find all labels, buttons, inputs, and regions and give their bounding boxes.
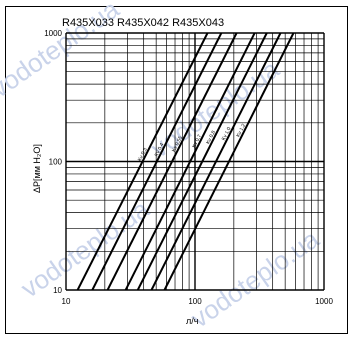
series-label: Kv 0,8 (205, 130, 217, 146)
series-line (91, 33, 223, 290)
series-line (76, 33, 209, 290)
y-tick-label: 10 (53, 286, 62, 295)
series-label: Kv 0,7 (191, 134, 203, 150)
series-line (150, 33, 282, 290)
x-axis-label: л/ч (186, 316, 199, 326)
x-tick-label: 1000 (315, 297, 333, 306)
x-tick-label: 100 (188, 297, 202, 306)
chart-title: R435X033 R435X042 R435X043 (62, 17, 224, 29)
series-line (163, 33, 295, 290)
y-tick-label: 1000 (44, 29, 62, 38)
x-tick-label: 10 (62, 297, 71, 306)
series-label: Kv 0,4 (154, 142, 166, 158)
grid (65, 32, 325, 291)
series-label: Kv 0,3 (137, 147, 149, 163)
y-tick-label: 100 (49, 158, 63, 167)
series-label: Kv 1,2 (236, 123, 248, 139)
tick-labels: 10 100 1000 10 100 1000 (44, 29, 333, 306)
chart-frame (5, 6, 348, 334)
series-line (124, 33, 256, 290)
series-label: Kv 1,0 (221, 126, 233, 142)
series-group (76, 33, 295, 290)
series-line (136, 33, 268, 290)
y-axis-label: ΔP[мм H₂O] (32, 144, 42, 193)
series-line (106, 33, 238, 290)
